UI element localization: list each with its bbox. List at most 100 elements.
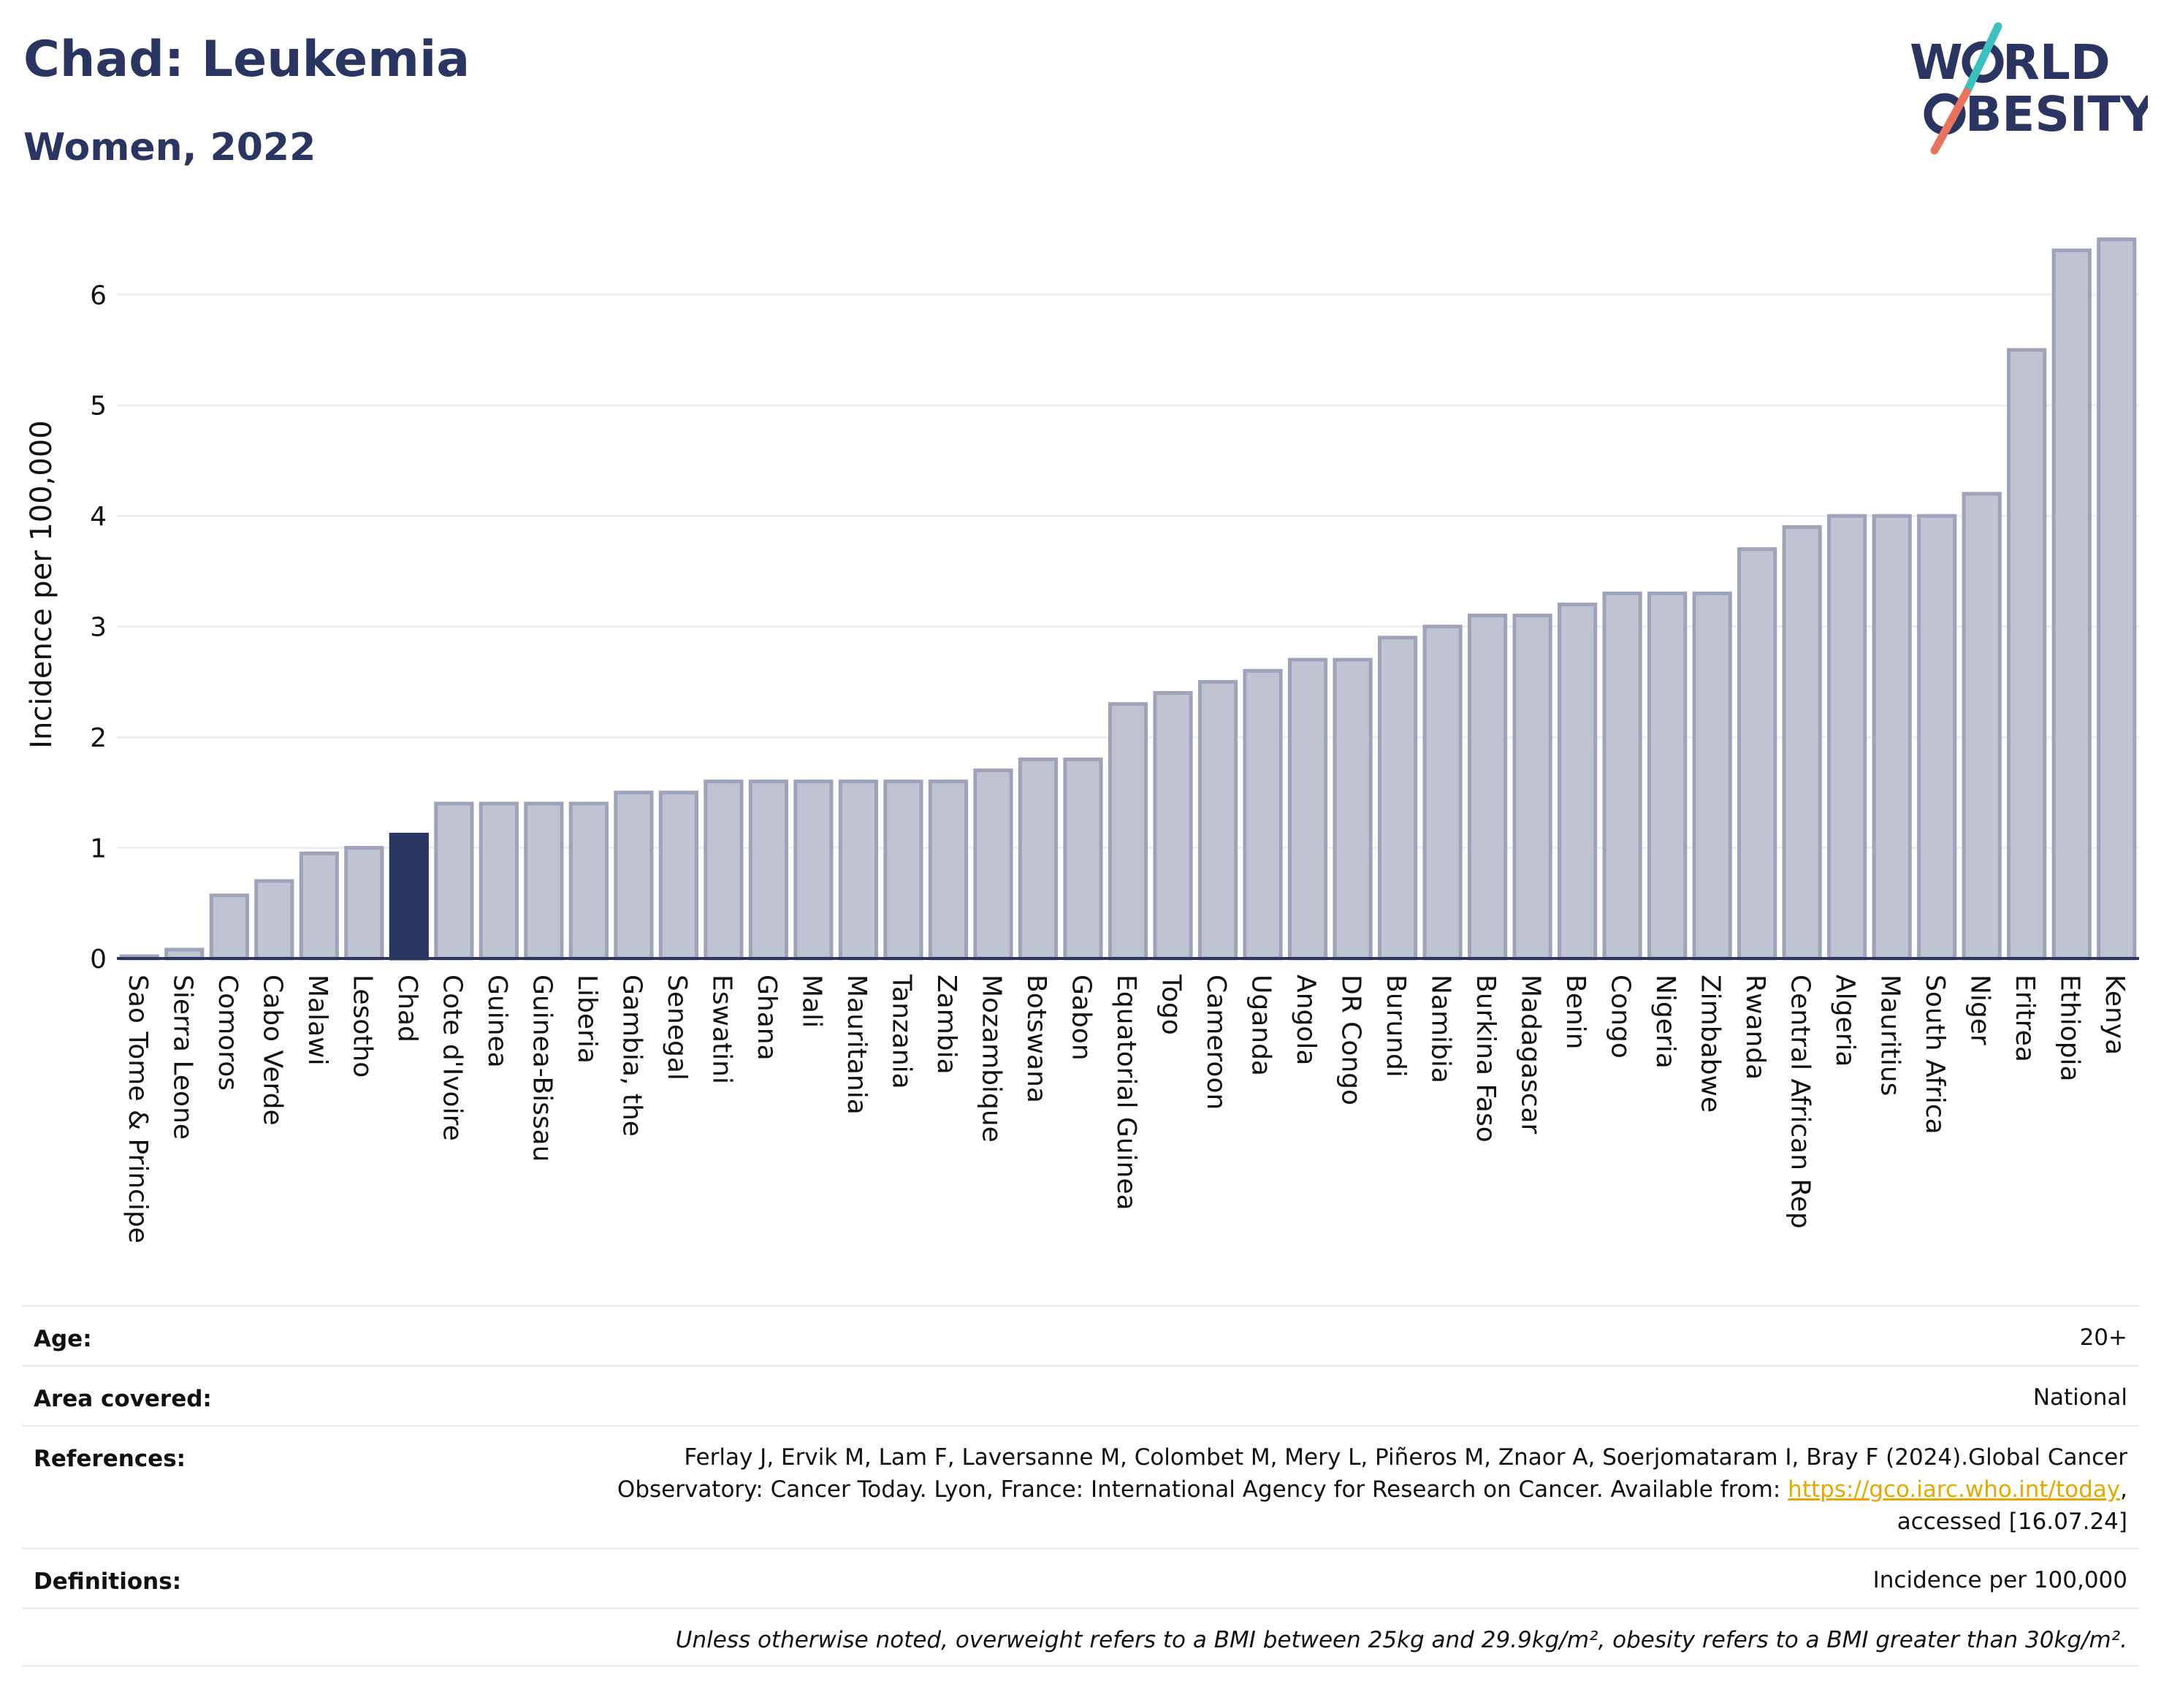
x-tick-label: Rwanda [1740, 975, 1770, 1080]
x-tick-label: Gabon [1066, 975, 1096, 1061]
bmi-note: Unless otherwise noted, overweight refer… [675, 1627, 2127, 1653]
bar [1377, 636, 1418, 961]
references-text: Ferlay J, Ervik M, Lam F, Laversanne M, … [617, 1444, 2127, 1503]
bar [2097, 237, 2137, 961]
bar [1018, 757, 1059, 961]
logo-text-w: W [1910, 34, 1963, 91]
x-tick-label: Liberia [572, 975, 602, 1064]
x-tick-label: Algeria [1830, 975, 1860, 1067]
bar [344, 846, 384, 961]
bar [1737, 547, 1777, 961]
y-tick-labels: 0 1 2 3 4 5 6 [90, 281, 107, 975]
references-link[interactable]: https://gco.iarc.who.int/today [1788, 1476, 2121, 1503]
bar [299, 851, 339, 961]
x-tick-label: Malawi [302, 975, 332, 1066]
x-tick-label: Guinea-Bissau [527, 975, 557, 1162]
bar [1647, 591, 1688, 961]
chart-subtitle: Women, 2022 [23, 126, 316, 169]
x-tick-label: Gambia, the [617, 975, 647, 1137]
bar [524, 801, 564, 961]
x-tick-label: Chad [392, 975, 422, 1042]
x-tick-label: Ghana [752, 975, 782, 1061]
x-tick-label: Mozambique [976, 975, 1006, 1143]
x-tick-label: Lesotho [347, 975, 377, 1078]
bar [1917, 514, 1957, 961]
y-tick-label: 4 [90, 502, 107, 532]
x-tick-label: Congo [1606, 975, 1636, 1059]
x-tick-label: Namibia [1426, 975, 1456, 1083]
bar [1153, 691, 1193, 961]
bar [838, 779, 879, 961]
x-tick-label: Cabo Verde [257, 975, 287, 1126]
bar [1243, 668, 1283, 961]
metadata-table: Age: 20+ Area covered: National Referenc… [22, 1305, 2139, 1667]
bar [1063, 757, 1103, 961]
bar [1692, 591, 1732, 961]
bar [973, 769, 1013, 961]
meta-row-references: References: Ferlay J, Ervik M, Lam F, La… [22, 1425, 2139, 1547]
bar [1558, 602, 1598, 961]
logo-text-besity: BESITY [1965, 86, 2148, 142]
x-tick-label: Ethiopia [2055, 975, 2085, 1082]
area-label: Area covered: [34, 1386, 212, 1412]
bar [704, 779, 744, 961]
y-tick-label: 5 [90, 392, 107, 422]
x-tick-label: Tanzania [886, 974, 916, 1089]
x-tick-label: Kenya [2100, 975, 2130, 1055]
bar [1287, 657, 1328, 961]
bar [614, 790, 654, 961]
x-tick-label: Madagascar [1516, 975, 1546, 1135]
y-tick-label: 3 [90, 613, 107, 643]
bar [928, 779, 969, 961]
bar [793, 779, 834, 961]
meta-row-area: Area covered: National [22, 1365, 2139, 1425]
y-tick-label: 1 [90, 834, 107, 864]
bar [1962, 492, 2002, 961]
definitions-value: Incidence per 100,000 [1872, 1567, 2127, 1593]
y-tick-label: 6 [90, 281, 107, 310]
x-tick-label: Benin [1560, 975, 1590, 1049]
x-tick-label: Burundi [1381, 975, 1411, 1078]
bar [1872, 514, 1912, 961]
x-tick-label: Equatorial Guinea [1111, 975, 1141, 1211]
bar [209, 893, 249, 961]
x-tick-label: Cameroon [1201, 975, 1231, 1110]
logo-slash-teal [1962, 22, 2002, 96]
x-tick-label: Senegal [662, 975, 692, 1080]
bar-chart: 0 1 2 3 4 5 6 Sao Tome & Principe Sierra Leone C… [25, 237, 2139, 1243]
x-tick-label: Niger [1965, 975, 1995, 1045]
x-tick-label: Togo [1156, 974, 1186, 1035]
x-tick-labels: Sao Tome & Principe Sierra Leone Comoros Ca… [123, 974, 2130, 1243]
x-tick-label: South Africa [1920, 975, 1950, 1135]
x-tick-label: Guinea [482, 975, 512, 1068]
area-value: National [2032, 1384, 2127, 1411]
bar [434, 801, 474, 961]
bar-highlight [389, 832, 429, 961]
x-tick-label: Burkina Faso [1471, 975, 1501, 1143]
x-tick-label: Central African Rep [1785, 975, 1815, 1229]
bar [1333, 657, 1373, 961]
bar [2051, 248, 2092, 961]
x-tick-label: Zimbabwe [1696, 975, 1726, 1113]
bar [1197, 679, 1238, 961]
bar [568, 801, 609, 961]
bar [1422, 625, 1463, 961]
chart-title: Chad: Leukemia [23, 31, 470, 88]
y-tick-label: 2 [90, 723, 107, 753]
x-tick-label: Eritrea [2010, 975, 2040, 1062]
references-suffix: , accessed [16.07.24] [1897, 1476, 2127, 1535]
bar [748, 779, 789, 961]
y-tick-label: 0 [90, 945, 107, 975]
y-axis-label: Incidence per 100,000 [25, 420, 58, 749]
bar [1512, 614, 1552, 961]
x-tick-label: Comoros [213, 975, 243, 1091]
x-tick-label: DR Congo [1336, 975, 1366, 1105]
world-obesity-logo: W RLD BESITY [1910, 22, 2148, 155]
x-tick-label: Mali [796, 975, 826, 1028]
meta-row-age: Age: 20+ [22, 1305, 2139, 1365]
x-tick-label: Botswana [1021, 975, 1051, 1103]
bar [2007, 348, 2047, 961]
x-tick-label: Angola [1291, 975, 1321, 1065]
bar [1602, 591, 1642, 961]
meta-row-definitions: Definitions: Incidence per 100,000 [22, 1547, 2139, 1607]
